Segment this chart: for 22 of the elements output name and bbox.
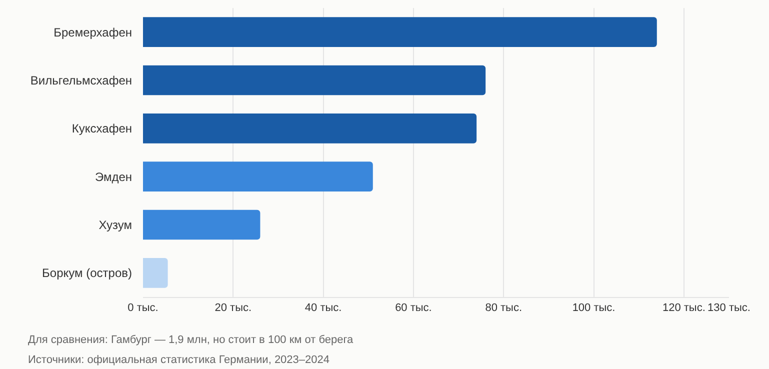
text: Для сравнения: Гамбург — 1,9 млн, но стоит в 100 км от берега	[28, 334, 354, 346]
y-tick-label: Куксхафен	[72, 122, 132, 136]
bar	[143, 113, 477, 144]
y-tick-label: Вильгельмсхафен	[30, 73, 132, 88]
x-tick-label: 100 тыс.	[572, 302, 616, 314]
x-tick-label: 40 тыс.	[304, 302, 342, 314]
y-tick-label: Бремерхафен	[54, 25, 132, 40]
bar	[143, 65, 486, 96]
x-tick-label: 60 тыс.	[395, 302, 432, 314]
y-tick-label: Боркум (остров)	[42, 266, 132, 280]
bar	[143, 210, 260, 240]
x-tick-label: 80 тыс.	[485, 302, 522, 314]
y-tick-label: Хузум	[98, 218, 132, 232]
x-tick-label: 0 тыс.	[128, 302, 158, 314]
x-tick-label: 20 тыс.	[214, 302, 252, 314]
bar	[143, 162, 373, 192]
y-tick-label: Эмден	[94, 170, 132, 184]
text: Источники: официальная статистика Германии, 2023–2024	[28, 354, 330, 366]
bar	[143, 17, 657, 48]
bar	[143, 258, 168, 288]
x-tick-label: 120 тыс.	[662, 302, 706, 314]
x-tick-label: 130 тыс.	[708, 302, 750, 314]
